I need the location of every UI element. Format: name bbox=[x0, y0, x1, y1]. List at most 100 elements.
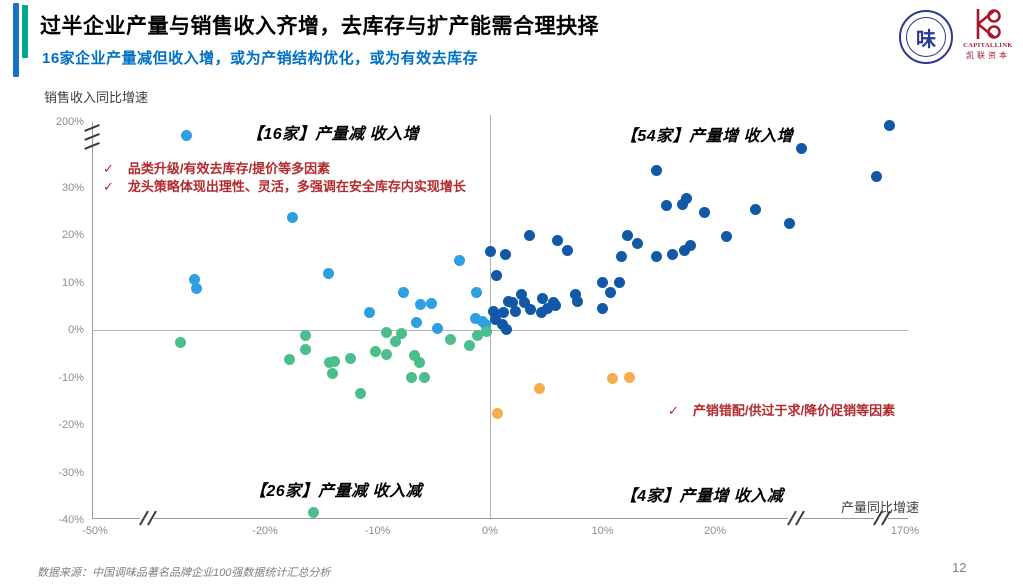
x-axis-line bbox=[92, 518, 908, 519]
data-point bbox=[411, 317, 423, 329]
data-point bbox=[300, 329, 311, 341]
checkmark-icon: ✓ bbox=[103, 161, 114, 176]
data-point bbox=[414, 299, 426, 311]
data-point bbox=[469, 312, 481, 324]
data-point bbox=[536, 307, 548, 319]
data-point bbox=[676, 198, 688, 210]
data-point bbox=[464, 339, 476, 351]
data-point bbox=[525, 303, 536, 315]
y-tick-label: -40% bbox=[58, 514, 84, 526]
data-point bbox=[397, 287, 409, 299]
data-point bbox=[180, 129, 192, 141]
data-point bbox=[681, 193, 693, 205]
data-point bbox=[327, 367, 338, 379]
capitallink-knot-icon bbox=[976, 9, 1001, 39]
data-point bbox=[498, 307, 509, 319]
data-point bbox=[323, 357, 335, 369]
data-point bbox=[783, 217, 795, 229]
x-tick-label: 170% bbox=[890, 525, 920, 537]
data-point bbox=[597, 302, 608, 314]
data-point bbox=[413, 357, 425, 369]
capitallink-logo: CAPITALLINK 凯联资本 bbox=[960, 7, 1016, 61]
zero-horizontal-line bbox=[92, 330, 908, 331]
checkmark-icon: ✓ bbox=[668, 403, 679, 418]
data-point bbox=[541, 302, 553, 314]
data-point bbox=[286, 212, 298, 224]
data-point bbox=[570, 289, 581, 301]
data-point bbox=[480, 318, 491, 330]
data-point bbox=[369, 346, 381, 358]
data-point bbox=[501, 323, 513, 335]
capitallink-cn-name: 凯联资本 bbox=[966, 51, 1010, 60]
data-point bbox=[190, 282, 202, 294]
data-point bbox=[355, 387, 367, 399]
data-point bbox=[510, 306, 522, 318]
data-point bbox=[395, 328, 407, 340]
data-point bbox=[666, 249, 678, 261]
annotation-line: ✓ 品类升级/有效去库存/提价等多因素 bbox=[103, 160, 466, 178]
page-title: 过半企业产量与销售收入齐增，去库存与扩产能需合理抉择 bbox=[40, 15, 599, 38]
data-point bbox=[613, 277, 625, 289]
data-point bbox=[329, 356, 341, 368]
data-point bbox=[651, 251, 662, 263]
checkmark-icon: ✓ bbox=[103, 179, 114, 194]
data-point bbox=[679, 244, 691, 256]
data-point bbox=[491, 270, 503, 282]
annotation-text: 龙头策略体现出理性、灵活，多强调在安全库存内实现增长 bbox=[127, 179, 466, 194]
data-point bbox=[345, 353, 356, 365]
y-tick-label: 0% bbox=[68, 324, 84, 336]
title-accent-bar-blue bbox=[13, 3, 19, 77]
data-point bbox=[607, 373, 619, 385]
data-point bbox=[507, 297, 518, 309]
data-point bbox=[175, 337, 187, 349]
data-point bbox=[189, 273, 201, 285]
data-point bbox=[651, 165, 662, 177]
data-point bbox=[616, 251, 628, 263]
quadrant-label-top-right: 【54家】产量增 收入增 bbox=[620, 128, 794, 145]
data-point bbox=[284, 354, 296, 366]
data-point bbox=[431, 323, 443, 335]
data-point bbox=[750, 204, 761, 216]
data-point bbox=[300, 344, 311, 356]
data-point bbox=[572, 296, 584, 308]
y-tick-label: 30% bbox=[61, 181, 84, 194]
y-tick-label: -10% bbox=[58, 371, 84, 384]
data-point bbox=[364, 307, 376, 319]
quadrant-label-top-left: 【16家】产量减 收入增 bbox=[246, 126, 420, 143]
y-tick-label: -30% bbox=[58, 466, 84, 479]
data-point bbox=[405, 371, 417, 383]
y-tick-label: 20% bbox=[61, 229, 84, 241]
association-seal-logo: 味 bbox=[899, 10, 953, 64]
data-point bbox=[426, 298, 437, 310]
data-point bbox=[484, 245, 496, 257]
data-point bbox=[492, 407, 504, 419]
x-axis-break-gap bbox=[874, 517, 888, 520]
data-point bbox=[661, 199, 673, 211]
data-point bbox=[481, 326, 493, 338]
data-point bbox=[516, 289, 527, 301]
page-number: 12 bbox=[952, 560, 967, 575]
x-tick-label: -50% bbox=[82, 525, 108, 537]
seal-character: 味 bbox=[906, 17, 946, 57]
data-point bbox=[883, 120, 895, 132]
annotation-text: 产销错配/供过于求/降价促销等因素 bbox=[692, 403, 896, 418]
data-point bbox=[409, 349, 421, 361]
data-point bbox=[419, 372, 431, 384]
annotation-bottom-right: ✓ 产销错配/供过于求/降价促销等因素 bbox=[668, 402, 895, 420]
data-point bbox=[445, 334, 457, 346]
data-point bbox=[597, 277, 608, 289]
data-point bbox=[471, 287, 482, 299]
quadrant-label-bottom-left: 【26家】产量减 收入减 bbox=[249, 483, 423, 500]
data-point bbox=[552, 234, 563, 246]
y-axis-title: 销售收入同比增速 bbox=[44, 90, 149, 105]
capitallink-name: CAPITALLINK bbox=[963, 42, 1013, 49]
data-point bbox=[562, 244, 574, 256]
title-accent-bar-teal bbox=[22, 5, 28, 58]
quadrant-label-bottom-right: 【4家】产量增 收入减 bbox=[620, 488, 784, 505]
data-point bbox=[684, 240, 696, 252]
source-note: 数据来源：中国调味品著名品牌企业100强数据统计汇总分析 bbox=[37, 567, 331, 579]
x-tick-label: -20% bbox=[252, 525, 278, 537]
data-point bbox=[534, 383, 545, 395]
y-tick-label: 200% bbox=[55, 116, 84, 128]
data-point bbox=[523, 230, 535, 242]
